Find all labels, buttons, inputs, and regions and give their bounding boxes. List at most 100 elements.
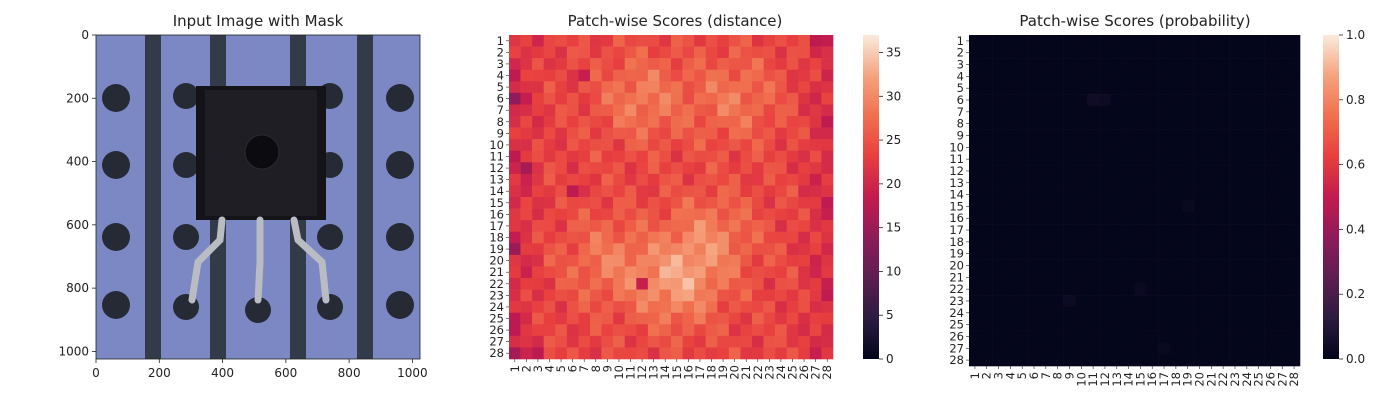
heatmap-cell	[1122, 70, 1135, 83]
heatmap-cell	[647, 231, 660, 244]
heatmap-cell	[1099, 306, 1112, 320]
heatmap-cell	[636, 58, 649, 71]
heatmap-cell	[671, 58, 683, 71]
heatmap-cell	[969, 46, 982, 59]
heatmap-cell	[590, 162, 602, 175]
heatmap-cell	[992, 58, 1005, 71]
heatmap-cell	[1122, 235, 1135, 249]
heatmap-cell	[1039, 129, 1053, 142]
heatmap-cell	[659, 35, 672, 47]
heatmap-cell	[1146, 224, 1159, 237]
heatmap-cell	[980, 35, 993, 48]
heatmap-cell	[636, 150, 649, 163]
heatmap-cell	[613, 185, 626, 198]
col-tick-label: 17	[693, 365, 707, 380]
heatmap-cell	[1217, 259, 1230, 272]
heatmap-cell	[1229, 46, 1242, 59]
heatmap-cell	[509, 266, 521, 279]
heatmap-cell	[752, 254, 764, 267]
heatmap-cell	[543, 69, 556, 82]
heatmap-cell	[671, 335, 683, 348]
heatmap-cell	[590, 81, 602, 94]
heatmap-cell	[1039, 153, 1053, 166]
heatmap-cell	[798, 116, 811, 128]
col-tick-label: 16	[681, 365, 695, 380]
heatmap-cell	[1229, 141, 1242, 154]
col-tick-label: 26	[1263, 372, 1277, 387]
heatmap-cell	[717, 116, 730, 128]
heatmap-cell	[1122, 318, 1135, 331]
heatmap-cell	[659, 185, 672, 198]
heatmap-cell	[1276, 165, 1289, 178]
heatmap-cell	[1169, 188, 1183, 201]
col-tick-label: 2	[980, 372, 994, 379]
heatmap-cell	[590, 46, 602, 59]
heatmap-cell	[694, 58, 707, 71]
heatmap-cell	[543, 35, 556, 47]
heatmap-cell	[555, 220, 568, 233]
heatmap-cell	[1063, 235, 1076, 249]
heatmap-cell	[694, 127, 707, 140]
heatmap-cell	[555, 92, 568, 105]
heatmap-cell	[821, 162, 834, 175]
heatmap-cell	[1016, 330, 1029, 343]
heatmap-cell	[532, 185, 545, 198]
heatmap-cell	[1122, 247, 1135, 260]
heatmap-cell	[786, 69, 799, 82]
heatmap-cell	[555, 58, 568, 71]
heatmap-cell	[1028, 188, 1041, 201]
row-tick-label: 8	[957, 117, 964, 131]
heatmap-cell	[1158, 271, 1171, 284]
heatmap-cell	[1004, 176, 1017, 189]
col-tick-label: 19	[1181, 372, 1195, 387]
heatmap-cell	[1087, 94, 1100, 107]
row-tick-label: 2	[957, 46, 964, 60]
heatmap-cell	[566, 104, 579, 117]
heatmap-cell	[1134, 70, 1147, 83]
heatmap-cell	[1193, 318, 1206, 331]
row-tick-label: 25	[489, 312, 504, 326]
heatmap-cell	[624, 312, 637, 325]
heatmap-cell	[1169, 224, 1183, 237]
heatmap-cell	[1087, 342, 1100, 355]
heatmap-cell	[613, 162, 626, 175]
heatmap-cell	[694, 162, 707, 175]
heatmap-cell	[1264, 117, 1277, 130]
heatmap-cell	[728, 278, 741, 290]
heatmap-cell	[671, 220, 683, 233]
heatmap-cell	[809, 150, 822, 163]
heatmap-cell	[1099, 318, 1112, 331]
heatmap-cell	[1288, 117, 1301, 130]
heatmap-cell	[1229, 153, 1242, 166]
heatmap-cell	[1016, 247, 1029, 260]
heatmap-cell	[578, 266, 591, 279]
heatmap-cell	[705, 69, 718, 82]
heatmap-cell	[543, 278, 556, 290]
row-tick-label: 16	[489, 207, 504, 221]
heatmap-cell	[1158, 259, 1171, 272]
heatmap-cell	[1134, 165, 1147, 178]
heatmap-cell	[647, 220, 660, 233]
col-tick-label: 7	[1039, 372, 1053, 379]
heatmap-cell	[590, 150, 602, 163]
heatmap-cell	[980, 129, 993, 142]
heatmap-cell	[1075, 306, 1088, 320]
heatmap-cell	[1039, 82, 1053, 95]
heatmap-cell	[980, 82, 993, 95]
heatmap-cell	[728, 197, 741, 209]
heatmap-cell	[1217, 58, 1230, 71]
heatmap-cell	[728, 173, 741, 186]
heatmap-cell	[1110, 58, 1123, 71]
heatmap-cell	[532, 173, 545, 186]
heatmap-cell	[613, 278, 626, 290]
heatmap-cell	[740, 312, 753, 325]
heatmap-cell	[775, 92, 788, 105]
heatmap-cell	[1075, 35, 1088, 48]
heatmap-cell	[1134, 247, 1147, 260]
heatmap-cell	[728, 139, 741, 152]
heatmap-cell	[1252, 94, 1265, 107]
heatmap-cell	[809, 162, 822, 175]
heatmap-cell	[1028, 342, 1041, 355]
heatmap-cell	[1134, 354, 1147, 367]
heatmap-cell	[647, 185, 660, 198]
